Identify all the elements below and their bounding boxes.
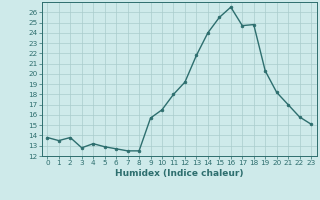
X-axis label: Humidex (Indice chaleur): Humidex (Indice chaleur)	[115, 169, 244, 178]
